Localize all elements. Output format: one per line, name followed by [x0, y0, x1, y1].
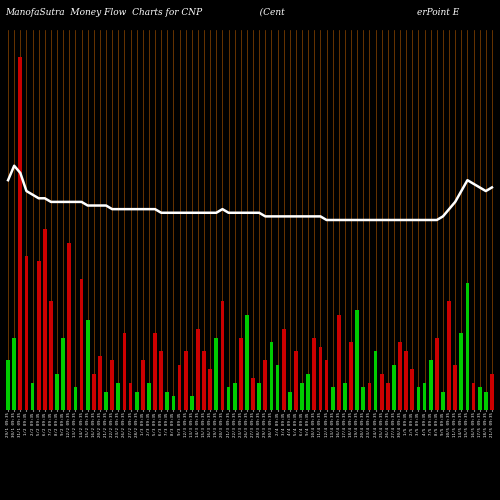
Bar [441, 392, 445, 410]
Bar [337, 315, 340, 410]
Bar [153, 333, 157, 410]
Bar [380, 374, 384, 410]
Bar [202, 351, 206, 410]
Bar [196, 328, 200, 410]
Bar [147, 383, 151, 410]
Bar [410, 370, 414, 410]
Bar [306, 374, 310, 410]
Bar [454, 365, 457, 410]
Bar [18, 57, 22, 410]
Bar [6, 360, 10, 410]
Bar [80, 279, 84, 410]
Bar [220, 302, 224, 410]
Bar [490, 374, 494, 410]
Bar [226, 388, 230, 410]
Bar [110, 360, 114, 410]
Bar [294, 351, 298, 410]
Bar [74, 388, 78, 410]
Bar [374, 351, 378, 410]
Bar [92, 374, 96, 410]
Text: ManofaSutra  Money Flow  Charts for CNP                    (Cent                : ManofaSutra Money Flow Charts for CNP (C… [5, 8, 460, 16]
Bar [116, 383, 120, 410]
Bar [466, 284, 469, 410]
Bar [429, 360, 432, 410]
Bar [49, 302, 53, 410]
Bar [135, 392, 138, 410]
Bar [472, 383, 476, 410]
Bar [282, 328, 286, 410]
Bar [324, 360, 328, 410]
Bar [422, 383, 426, 410]
Bar [386, 383, 390, 410]
Bar [208, 370, 212, 410]
Bar [349, 342, 353, 410]
Bar [43, 229, 46, 410]
Bar [356, 310, 359, 410]
Bar [239, 338, 242, 410]
Bar [264, 360, 267, 410]
Bar [214, 338, 218, 410]
Bar [86, 320, 90, 410]
Bar [30, 383, 34, 410]
Bar [435, 338, 438, 410]
Bar [484, 392, 488, 410]
Bar [55, 374, 59, 410]
Bar [318, 346, 322, 410]
Bar [343, 383, 347, 410]
Bar [141, 360, 144, 410]
Bar [128, 383, 132, 410]
Bar [331, 388, 334, 410]
Bar [251, 378, 255, 410]
Bar [288, 392, 292, 410]
Bar [460, 333, 463, 410]
Bar [245, 315, 249, 410]
Bar [416, 388, 420, 410]
Bar [300, 383, 304, 410]
Bar [12, 338, 16, 410]
Bar [98, 356, 102, 410]
Bar [276, 365, 280, 410]
Bar [62, 338, 65, 410]
Bar [312, 338, 316, 410]
Bar [392, 365, 396, 410]
Bar [68, 242, 71, 410]
Bar [190, 396, 194, 410]
Bar [166, 392, 169, 410]
Bar [362, 388, 365, 410]
Bar [122, 333, 126, 410]
Bar [24, 256, 28, 410]
Bar [37, 260, 40, 410]
Bar [160, 351, 163, 410]
Bar [233, 383, 236, 410]
Bar [104, 392, 108, 410]
Bar [368, 383, 372, 410]
Bar [398, 342, 402, 410]
Bar [478, 388, 482, 410]
Bar [270, 342, 274, 410]
Bar [258, 383, 261, 410]
Bar [404, 351, 408, 410]
Bar [172, 396, 175, 410]
Bar [184, 351, 188, 410]
Bar [447, 302, 451, 410]
Bar [178, 365, 182, 410]
